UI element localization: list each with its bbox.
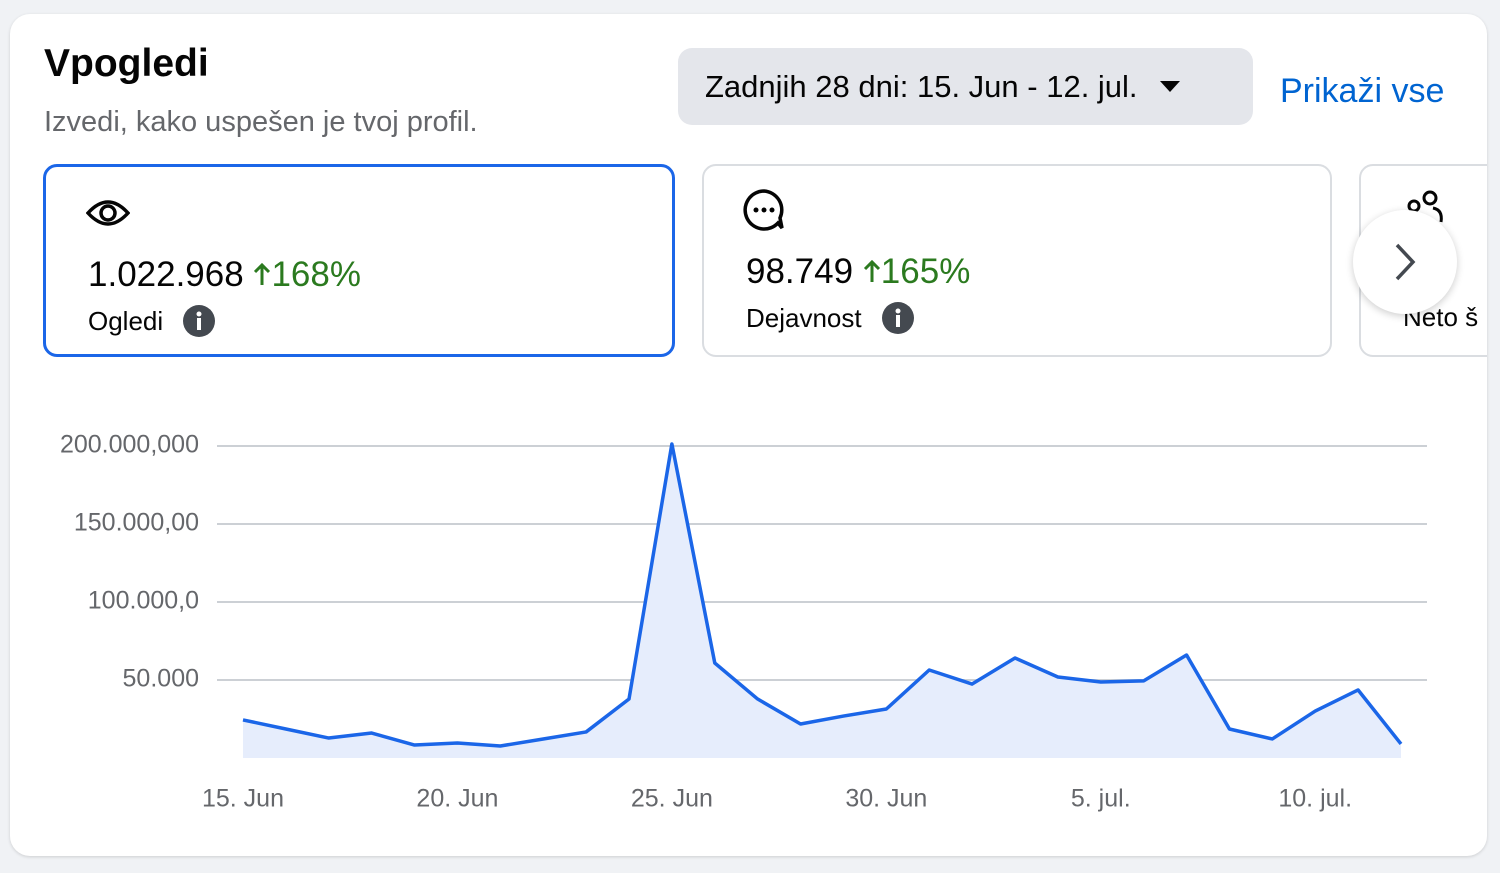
- metric-label: Dejavnost: [746, 302, 914, 334]
- label: Dejavnost: [746, 302, 862, 333]
- metric-value: 98.749 165%: [746, 252, 970, 292]
- x-tick-label: 30. Jun: [845, 785, 927, 813]
- y-tick-label: 100.000,0: [88, 587, 199, 615]
- x-tick-label: 5. jul.: [1071, 785, 1131, 813]
- line: [242, 442, 1403, 748]
- change: 168%: [271, 255, 361, 294]
- metric-card[interactable]: 98.749 165% Dejavnost: [702, 164, 1332, 357]
- comment-icon: [743, 189, 784, 231]
- date-range-button[interactable]: Zadnjih 28 dni: 15. Jun - 12. jul.: [678, 48, 1253, 125]
- title: Vpogledi: [44, 42, 209, 85]
- show-all-link[interactable]: Prikaži vse: [1280, 72, 1445, 110]
- date-range-label: Zadnjih 28 dni: 15. Jun - 12. jul.: [705, 68, 1138, 104]
- info-icon[interactable]: [183, 305, 216, 337]
- x-tick-label: 20. Jun: [416, 785, 498, 813]
- next-button[interactable]: [1353, 210, 1457, 314]
- value: 1.022.968: [88, 255, 244, 294]
- x-tick-label: 15. Jun: [202, 785, 284, 813]
- up-arrow: [863, 259, 880, 282]
- eye-icon: [86, 200, 130, 226]
- people-icon: [1407, 190, 1443, 223]
- up-arrow: [254, 262, 271, 285]
- x-tick-label: 25. Jun: [631, 785, 713, 813]
- info-icon[interactable]: [881, 302, 914, 334]
- change: 165%: [880, 252, 971, 291]
- value: 98.749: [746, 252, 854, 291]
- metric-label: Ogledi: [88, 305, 216, 337]
- label: Ogledi: [88, 305, 164, 336]
- subtitle: Izvedi, kako uspešen je tvoj profil.: [44, 106, 478, 138]
- y-tick-label: 50.000: [123, 665, 199, 693]
- metric-card[interactable]: 1.022.968 168% Ogledi: [43, 164, 675, 357]
- y-tick-label: 200.000,000: [60, 431, 199, 459]
- x-tick-label: 10. jul.: [1278, 785, 1352, 813]
- y-tick-label: 150.000,00: [74, 509, 199, 537]
- metric-value: 1.022.968 168%: [88, 255, 361, 295]
- area: [243, 443, 1401, 758]
- chevron: [1395, 243, 1416, 281]
- caret: [1159, 80, 1180, 92]
